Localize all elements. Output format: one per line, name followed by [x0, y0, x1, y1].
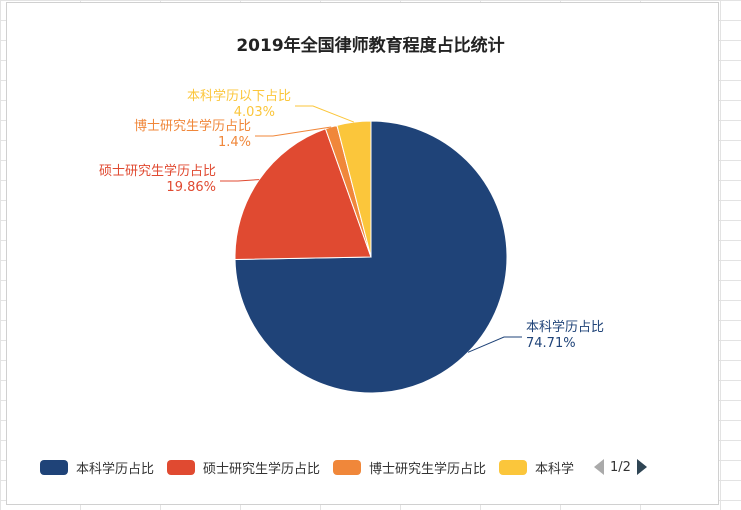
- label-leader-line-below-bachelor: [295, 105, 355, 123]
- slice-label-name-master: 硕士研究生学历占比: [99, 163, 216, 179]
- legend-label: 硕士研究生学历占比: [203, 461, 321, 477]
- legend-label: 本科学历占比: [76, 461, 155, 477]
- legend-item-master[interactable]: 硕士研究生学历占比: [167, 458, 320, 477]
- legend-swatch: [499, 459, 528, 475]
- slice-label-value-doctor: 1.4%: [218, 135, 251, 150]
- legend: 本科学历占比 硕士研究生学历占比 博士研究生学历占比 本科学 1/2: [40, 455, 700, 479]
- legend-swatch: [167, 459, 196, 475]
- legend-label: 博士研究生学历占比: [369, 461, 487, 477]
- label-leader-line-doctor: [255, 126, 332, 137]
- legend-item-below-bachelor[interactable]: 本科学: [499, 458, 574, 477]
- slice-label-value-bachelor: 74.71%: [526, 336, 576, 351]
- slice-label-value-below-bachelor: 4.03%: [234, 105, 275, 120]
- legend-swatch: [333, 459, 362, 475]
- legend-swatch: [40, 459, 68, 475]
- slice-label-name-below-bachelor: 本科学历以下占比: [187, 88, 291, 104]
- legend-item-doctor[interactable]: 博士研究生学历占比: [333, 458, 486, 477]
- label-leader-line-bachelor: [467, 336, 522, 353]
- label-leader-line-master: [220, 179, 260, 182]
- slice-label-name-doctor: 博士研究生学历占比: [134, 118, 251, 134]
- legend-page-indicator: 1/2: [610, 459, 631, 475]
- pie-slice-below-bachelor[interactable]: [336, 120, 372, 258]
- legend-items: 本科学历占比 硕士研究生学历占比 博士研究生学历占比 本科学: [40, 458, 588, 477]
- slice-label-value-master: 19.86%: [166, 180, 216, 195]
- legend-prev-page-icon[interactable]: [594, 459, 604, 475]
- chart-title: 2019年全国律师教育程度占比统计: [236, 36, 505, 56]
- legend-next-page-icon[interactable]: [636, 459, 647, 475]
- slice-label-name-bachelor: 本科学历占比: [526, 319, 604, 335]
- legend-pager: 1/2: [594, 459, 647, 475]
- legend-item-bachelor[interactable]: 本科学历占比: [40, 458, 154, 477]
- legend-label: 本科学: [535, 461, 575, 477]
